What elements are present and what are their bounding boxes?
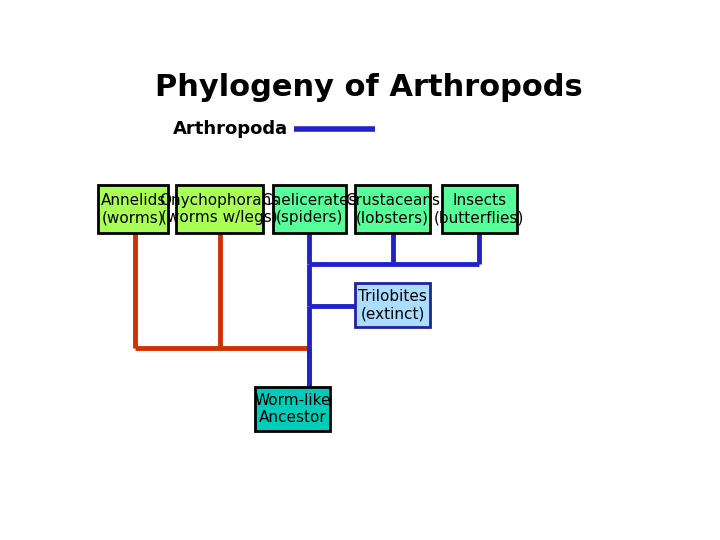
- Text: Worm-like
Ancestor: Worm-like Ancestor: [254, 393, 330, 425]
- Text: Arthropoda: Arthropoda: [173, 120, 288, 138]
- Text: Insects
(butterflies): Insects (butterflies): [434, 193, 524, 226]
- Text: Trilobites
(extinct): Trilobites (extinct): [359, 289, 427, 321]
- FancyBboxPatch shape: [441, 185, 517, 233]
- FancyBboxPatch shape: [255, 387, 330, 431]
- Text: Onychophorans
(worms w/legs): Onychophorans (worms w/legs): [160, 193, 280, 226]
- Text: Annelids
(worms): Annelids (worms): [101, 193, 166, 226]
- FancyBboxPatch shape: [99, 185, 168, 233]
- Text: Chelicerates
(spiders): Chelicerates (spiders): [261, 193, 357, 226]
- FancyBboxPatch shape: [176, 185, 263, 233]
- FancyBboxPatch shape: [355, 185, 431, 233]
- FancyBboxPatch shape: [273, 185, 346, 233]
- Text: Crustaceans
(lobsters): Crustaceans (lobsters): [345, 193, 440, 226]
- FancyBboxPatch shape: [355, 283, 431, 327]
- Text: Phylogeny of Arthropods: Phylogeny of Arthropods: [155, 73, 583, 102]
